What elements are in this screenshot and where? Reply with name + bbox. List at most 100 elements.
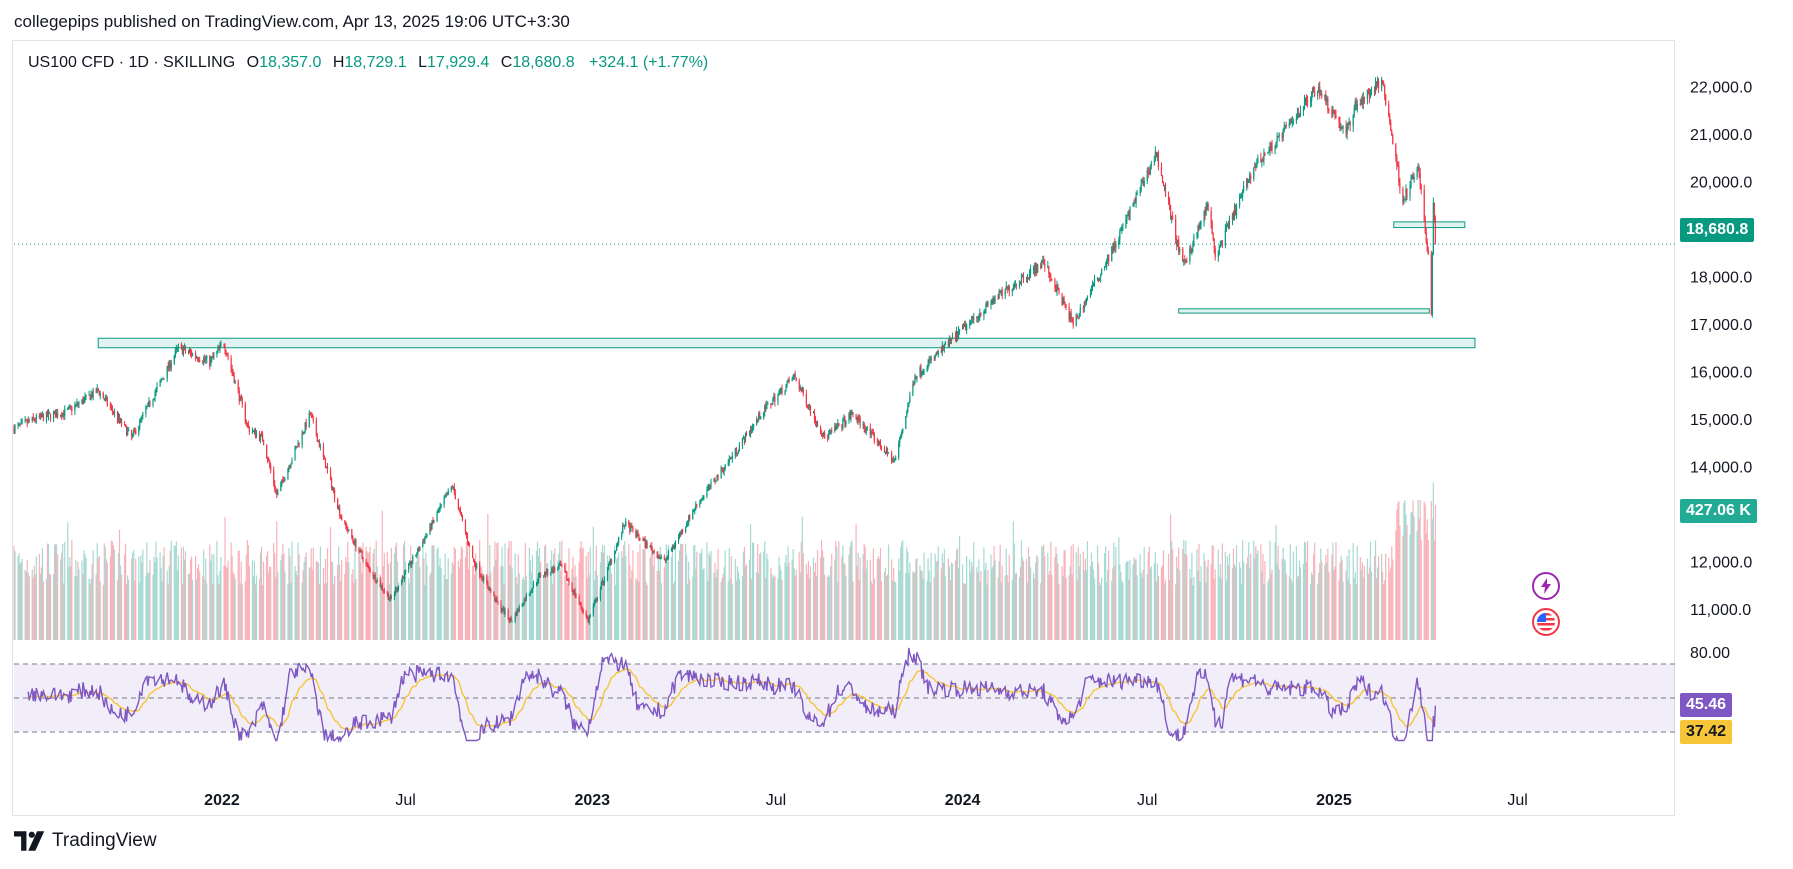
candle-body xyxy=(430,524,432,529)
candle-body xyxy=(907,406,909,412)
volume-bar xyxy=(642,548,644,640)
candle-body xyxy=(97,388,99,391)
open-value: 18,357.0 xyxy=(259,54,322,71)
candle-body xyxy=(909,395,911,403)
volume-bar xyxy=(411,562,413,640)
volume-bar xyxy=(274,552,276,640)
lightning-icon[interactable] xyxy=(1532,572,1560,600)
volume-bar xyxy=(239,583,241,640)
candle-body xyxy=(1335,114,1337,119)
volume-bar xyxy=(813,572,816,640)
candle-body xyxy=(1100,268,1103,275)
volume-bar xyxy=(559,541,561,640)
candle-body xyxy=(927,362,929,368)
candle-body xyxy=(467,541,470,546)
volume-bar xyxy=(1176,556,1178,640)
candle-body xyxy=(994,298,996,302)
candle-body xyxy=(736,452,738,454)
volume-bar xyxy=(359,546,361,640)
price-tick-label: 12,000.0 xyxy=(1690,555,1752,572)
volume-bar xyxy=(61,552,63,640)
volume-bar xyxy=(381,510,383,640)
volume-bar xyxy=(1063,550,1065,640)
volume-bar xyxy=(253,560,256,640)
volume-bar xyxy=(490,571,492,640)
candle-body xyxy=(382,589,384,591)
us-flag-icon[interactable] xyxy=(1532,608,1560,636)
volume-bar xyxy=(622,557,624,640)
candle-body xyxy=(660,557,662,559)
volume-bar xyxy=(1396,509,1398,640)
candle-body xyxy=(1104,266,1106,269)
volume-bar xyxy=(751,542,754,640)
candle-body xyxy=(949,339,952,341)
volume-bar xyxy=(233,574,235,640)
volume-bar xyxy=(1239,567,1242,640)
low-label: L xyxy=(418,54,428,71)
tradingview-logo-icon xyxy=(14,831,45,851)
candle-body xyxy=(993,298,995,302)
volume-bar xyxy=(937,546,939,640)
candle-body xyxy=(592,606,594,616)
candle-body xyxy=(32,416,34,419)
candle-body xyxy=(56,412,58,418)
candle-body xyxy=(168,360,170,369)
volume-bar xyxy=(573,576,575,640)
volume-bar xyxy=(476,568,478,640)
candle-body xyxy=(942,345,944,350)
volume-bar xyxy=(1197,570,1199,640)
volume-bar xyxy=(1162,550,1165,640)
candle-body xyxy=(1241,196,1243,198)
candle-body xyxy=(287,469,289,479)
volume-bar xyxy=(1085,570,1087,640)
volume-bar xyxy=(670,557,673,640)
volume-bar xyxy=(1305,561,1308,640)
volume-bar xyxy=(482,573,484,640)
volume-bar xyxy=(1274,542,1276,640)
candle-body xyxy=(580,602,582,608)
candle-body xyxy=(1388,104,1390,116)
candle-body xyxy=(734,448,736,456)
volume-bar xyxy=(1243,561,1245,640)
volume-bar xyxy=(368,552,370,640)
candle-body xyxy=(126,426,128,435)
price-axis[interactable]: 22,000.021,000.020,000.019,000.018,000.0… xyxy=(1690,80,1752,620)
time-axis[interactable]: 2022 Jul 2023 Jul 2024 Jul 2025 Jul xyxy=(204,792,1528,809)
candle-body xyxy=(940,350,942,353)
volume-bar xyxy=(409,583,411,640)
volume-bar xyxy=(211,554,213,640)
volume-bar xyxy=(468,546,471,640)
candle-body xyxy=(729,457,731,460)
volume-bar xyxy=(773,575,775,640)
candle-body xyxy=(1147,170,1149,174)
close-label: C xyxy=(500,54,513,71)
candle-body xyxy=(219,345,221,349)
volume-bar xyxy=(90,578,92,640)
volume-bar xyxy=(34,574,36,640)
volume-bar xyxy=(1193,577,1195,640)
volume-bar xyxy=(999,544,1001,640)
candle-body xyxy=(1040,264,1042,269)
candle-body xyxy=(1318,86,1320,92)
price-tick-label: 22,000.0 xyxy=(1690,80,1752,97)
candle-body xyxy=(895,457,897,461)
volume-bar xyxy=(883,571,886,640)
tradingview-footer[interactable]: TradingView xyxy=(14,830,157,852)
volume-bar xyxy=(971,562,973,640)
volume-bar xyxy=(325,583,328,640)
candle-body xyxy=(401,577,404,580)
volume-bar xyxy=(1172,549,1174,640)
candle-body xyxy=(225,350,227,355)
candle-body xyxy=(1096,278,1099,280)
candle-body xyxy=(816,422,819,427)
volume-bar xyxy=(227,560,229,640)
volume-bar xyxy=(664,564,666,640)
candle-body xyxy=(609,560,612,563)
candle-body xyxy=(425,536,427,538)
volume-bar xyxy=(780,570,782,640)
volume-bar xyxy=(461,548,464,640)
candle-body xyxy=(1122,227,1124,229)
candle-body xyxy=(693,510,695,512)
volume-bar xyxy=(254,584,257,640)
